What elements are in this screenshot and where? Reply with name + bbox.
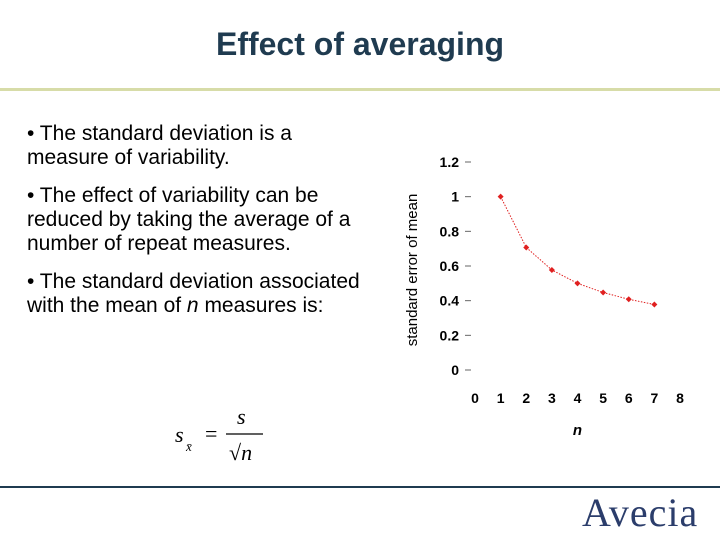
- footer-divider: [0, 486, 720, 488]
- data-point: [625, 296, 632, 303]
- data-point: [651, 301, 658, 308]
- formula-denominator: √n: [229, 440, 252, 465]
- y-tick-label: 0.6: [440, 258, 460, 274]
- bullet-variability: • The standard deviation is a measure of…: [27, 122, 292, 169]
- y-tick-label: 1: [451, 189, 459, 205]
- data-point: [574, 280, 581, 287]
- bullet-mean-sd-tail: measures is:: [198, 294, 324, 317]
- standard-error-chart: standard error of mean n 0 0.2 0.4 0.6 0.8 1 1…: [404, 154, 684, 439]
- y-tick-label: 1.2: [440, 154, 460, 170]
- x-tick-label: 0: [471, 390, 479, 406]
- series-layer: [497, 193, 658, 308]
- data-point: [497, 193, 504, 200]
- bullet-list: • The standard deviation is a measure of…: [27, 122, 377, 332]
- x-tick-label: 3: [548, 390, 556, 406]
- x-tick-label: 6: [625, 390, 633, 406]
- x-tick-label: 2: [522, 390, 530, 406]
- y-tick-label: 0.8: [440, 223, 460, 239]
- x-axis-label: n: [573, 422, 582, 439]
- title-divider: [0, 88, 720, 91]
- avecia-logo: Avecia: [582, 490, 699, 535]
- formula-lhs-subscript: x̄: [185, 439, 192, 454]
- formula-numerator: s: [237, 408, 246, 429]
- y-tick-label: 0: [451, 362, 459, 378]
- x-tick-labels: 0 1 2 3 4 5 6 7 8: [471, 390, 684, 406]
- y-tick-labels: 0 0.2 0.4 0.6 0.8 1 1.2: [440, 154, 471, 378]
- standard-error-formula: s x̄ = s √n: [175, 408, 263, 465]
- bullet-mean-sd-text: • The standard deviation associated with…: [27, 270, 360, 317]
- y-axis-label-group: standard error of mean: [404, 194, 421, 347]
- x-tick-label: 5: [599, 390, 607, 406]
- bullet-mean-sd: • The standard deviation associated with…: [27, 270, 377, 318]
- x-tick-label: 4: [574, 390, 582, 406]
- data-point: [600, 289, 607, 296]
- y-axis-label: standard error of mean: [404, 194, 421, 347]
- bullet-n-italic: n: [186, 294, 199, 317]
- bullet-averaging: • The effect of variability can be reduc…: [27, 184, 351, 255]
- series-line: [500, 196, 655, 305]
- formula-lhs: s: [175, 422, 184, 447]
- formula-equals: =: [205, 421, 217, 446]
- x-tick-label: 1: [497, 390, 505, 406]
- x-tick-label: 7: [650, 390, 658, 406]
- data-point: [548, 266, 555, 273]
- y-tick-label: 0.4: [440, 293, 460, 309]
- x-tick-label: 8: [676, 390, 684, 406]
- slide-title: Effect of averaging: [215, 26, 505, 62]
- y-tick-label: 0.2: [440, 327, 460, 343]
- data-point: [523, 244, 530, 251]
